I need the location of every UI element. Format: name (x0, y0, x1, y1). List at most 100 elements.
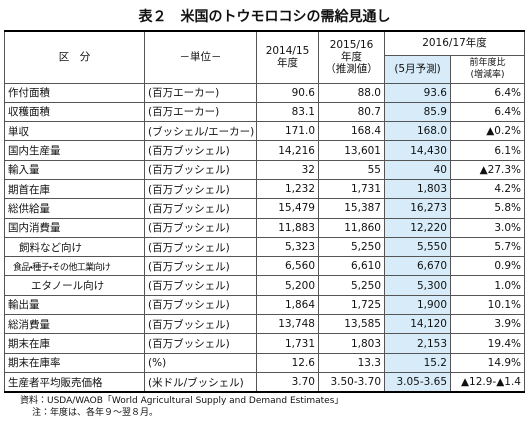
value-cell: 14,430 (384, 140, 451, 161)
value-cell: 93.6 (384, 82, 451, 103)
table-row: 輸入量 (百万ブッシェル) 32 55 40 ▲27.3% (4, 159, 525, 180)
value-cell: 32 (256, 159, 319, 180)
value-cell: ▲27.3% (450, 159, 525, 180)
table-row: エタノール向け (百万ブッシェル) 5,200 5,250 5,300 1.0% (4, 275, 525, 296)
unit-cell: (百万ブッシェル) (144, 333, 257, 354)
value-cell: 55 (318, 159, 385, 180)
table-row: 総消費量 (百万ブッシェル) 13,748 13,585 14,120 3.9% (4, 314, 525, 335)
value-cell: 11,860 (318, 217, 385, 238)
value-cell: 168.0 (384, 121, 451, 142)
unit-cell: (百万ブッシェル) (144, 178, 257, 200)
value-cell: 13,585 (318, 314, 385, 335)
value-cell: 1,731 (256, 333, 319, 354)
row-label: 生産者平均販売価格 (4, 371, 145, 393)
unit-cell: (百万ブッシェル) (144, 275, 257, 296)
value-cell: 16,273 (384, 198, 451, 219)
value-cell: ▲12.9-▲1.4 (450, 371, 525, 393)
row-label: エタノール向け (4, 275, 145, 296)
value-cell: 3.70 (256, 371, 319, 393)
value-cell: 88.0 (318, 82, 385, 103)
value-cell: 19.4% (450, 333, 525, 354)
value-cell: 171.0 (256, 121, 319, 142)
value-cell: 1,900 (384, 294, 451, 316)
value-cell: 6,670 (384, 256, 451, 277)
value-cell: 3.9% (450, 314, 525, 335)
value-cell: 12,220 (384, 217, 451, 238)
row-label: 収穫面積 (4, 101, 145, 123)
row-label: 食品・種子・その他工業向け (4, 256, 145, 277)
value-cell: 6,610 (318, 256, 385, 277)
value-cell: 1,232 (256, 178, 319, 200)
table-row: 生産者平均販売価格 (米ドル/ブッシェル) 3.70 3.50-3.70 3.05-3.… (4, 371, 525, 393)
header-cell: 区 分 (4, 30, 145, 84)
table-row: 輸出量 (百万ブッシェル) 1,864 1,725 1,900 10.1% (4, 294, 525, 316)
note: 注：年度は、各年９～翌８月。 (32, 408, 159, 418)
value-cell: 90.6 (256, 82, 319, 103)
unit-cell: (百万エーカー) (144, 82, 257, 103)
value-cell: 1,731 (318, 178, 385, 200)
value-cell: 3.0% (450, 217, 525, 238)
header-cell: (5月予測) (384, 54, 451, 84)
value-cell: 5,250 (318, 275, 385, 296)
row-label: 単収 (4, 121, 145, 142)
value-cell: 5,323 (256, 236, 319, 258)
value-cell: 2,153 (384, 333, 451, 354)
value-cell: 6.4% (450, 82, 525, 103)
table-row: 食品・種子・その他工業向け (百万ブッシェル) 6,560 6,610 6,670 0.9… (4, 256, 525, 277)
row-label: 期末在庫率 (4, 352, 145, 373)
unit-cell: (百万ブッシェル) (144, 294, 257, 316)
value-cell: 15.2 (384, 352, 451, 373)
unit-cell: (%) (144, 352, 257, 373)
value-cell: 3.05-3.65 (384, 371, 451, 393)
value-cell: 168.4 (318, 121, 385, 142)
value-cell: 15,479 (256, 198, 319, 219)
unit-cell: (百万ブッシェル) (144, 159, 257, 180)
value-cell: 5,200 (256, 275, 319, 296)
row-label: 期首在庫 (4, 178, 145, 200)
table-row: 期末在庫率 (%) 12.6 13.3 15.2 14.9% (4, 352, 525, 373)
value-cell: 3.50-3.70 (318, 371, 385, 393)
value-cell: 40 (384, 159, 451, 180)
unit-cell: (百万ブッシェル) (144, 217, 257, 238)
row-label: 輸出量 (4, 294, 145, 316)
value-cell: 13,601 (318, 140, 385, 161)
title: 表２ 米国のトウモロコシの需給見通し (138, 9, 391, 25)
table-row: 単収 (ブッシェル/エーカー) 171.0 168.4 168.0 ▲0.2% (4, 121, 525, 142)
note: 資料：USDA/WAOB「World Agricultural Supply a… (20, 396, 344, 406)
value-cell: 1,725 (318, 294, 385, 316)
table-row: 飼料など向け (百万ブッシェル) 5,323 5,250 5,550 5.7% (4, 236, 525, 258)
value-cell: 6.4% (450, 101, 525, 123)
row-label: 総供給量 (4, 198, 145, 219)
table-row: 収穫面積 (百万エーカー) 83.1 80.7 85.9 6.4% (4, 101, 525, 123)
row-label: 輸入量 (4, 159, 145, 180)
row-label: 作付面積 (4, 82, 145, 103)
unit-cell: (百万ブッシェル) (144, 140, 257, 161)
value-cell: 5.8% (450, 198, 525, 219)
value-cell: 4.2% (450, 178, 525, 200)
table-row: 作付面積 (百万エーカー) 90.6 88.0 93.6 6.4% (4, 82, 525, 103)
value-cell: 13.3 (318, 352, 385, 373)
unit-cell: (百万ブッシェル) (144, 314, 257, 335)
value-cell: 1,864 (256, 294, 319, 316)
value-cell: 14.9% (450, 352, 525, 373)
value-cell: 1,803 (318, 333, 385, 354)
value-cell: 14,120 (384, 314, 451, 335)
value-cell: 5,550 (384, 236, 451, 258)
row-label: 総消費量 (4, 314, 145, 335)
unit-cell: (百万ブッシェル) (144, 256, 257, 277)
value-cell: 15,387 (318, 198, 385, 219)
value-cell: 10.1% (450, 294, 525, 316)
value-cell: 5,250 (318, 236, 385, 258)
value-cell: 1,803 (384, 178, 451, 200)
header-cell: 2016/17年度 (384, 30, 525, 56)
unit-cell: (百万ブッシェル) (144, 236, 257, 258)
header-cell: 前年度比 (増減率) (450, 54, 525, 84)
value-cell: 80.7 (318, 101, 385, 123)
table-row: 期末在庫 (百万ブッシェル) 1,731 1,803 2,153 19.4% (4, 333, 525, 354)
value-cell: 14,216 (256, 140, 319, 161)
table-row: 国内消費量 (百万ブッシェル) 11,883 11,860 12,220 3.0% (4, 217, 525, 238)
unit-cell: (米ドル/ブッシェル) (144, 371, 257, 393)
value-cell: 12.6 (256, 352, 319, 373)
unit-cell: (百万エーカー) (144, 101, 257, 123)
